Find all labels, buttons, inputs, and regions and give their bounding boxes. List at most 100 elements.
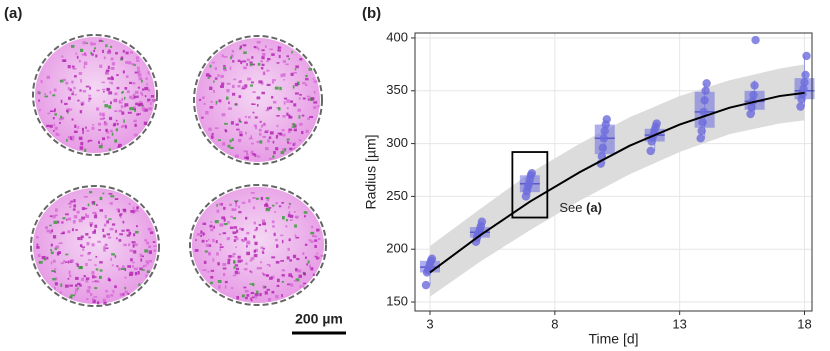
speckle <box>116 208 120 211</box>
speckle <box>137 73 142 77</box>
speckle <box>239 134 242 136</box>
speckle <box>112 289 115 294</box>
speckle <box>108 49 111 52</box>
speckle <box>302 82 306 85</box>
y-tick-label: 300 <box>386 135 408 150</box>
speckle <box>231 138 234 142</box>
speckle <box>114 198 119 200</box>
speckle <box>227 258 231 262</box>
speckle <box>234 264 239 267</box>
speckle <box>151 98 156 103</box>
speckle <box>294 142 297 146</box>
speckle <box>93 214 98 219</box>
speckle <box>207 77 210 79</box>
speckle <box>99 209 104 212</box>
speckle <box>230 54 234 58</box>
speckle <box>298 115 301 119</box>
speckle <box>118 109 123 113</box>
speckle <box>237 255 241 259</box>
speckle <box>218 233 222 236</box>
x-tick-label: 3 <box>426 316 433 331</box>
plot-area <box>419 35 815 297</box>
speckle <box>76 55 79 59</box>
speckle <box>218 139 221 142</box>
speckle <box>233 78 237 81</box>
x-axis-title: Time [d] <box>588 331 638 347</box>
speckle <box>299 58 303 61</box>
speckle <box>92 299 96 304</box>
speckle <box>106 136 111 139</box>
speckle <box>261 250 265 253</box>
speckle <box>73 86 76 90</box>
speckle <box>245 150 248 155</box>
speckle <box>66 109 69 113</box>
speckle <box>153 245 157 248</box>
speckle <box>287 213 291 218</box>
speckle <box>216 252 219 256</box>
speckle <box>314 255 318 258</box>
speckle <box>210 281 213 285</box>
speckle <box>209 106 214 109</box>
speckle <box>247 116 251 119</box>
y-tick-label: 400 <box>386 29 408 44</box>
speckle <box>116 122 119 126</box>
data-point <box>702 79 711 88</box>
speckle <box>242 60 247 63</box>
speckle <box>275 201 278 205</box>
speckle <box>245 296 248 300</box>
speckle <box>95 276 97 278</box>
speckle <box>280 260 285 262</box>
speckle <box>264 203 268 207</box>
speckle <box>91 280 95 283</box>
speckle <box>74 124 77 129</box>
speckle <box>221 82 225 86</box>
speckle <box>306 95 311 98</box>
speckle <box>223 66 227 70</box>
speckle <box>236 229 239 233</box>
speckle <box>70 137 75 141</box>
speckle <box>233 260 236 264</box>
speckle <box>231 84 235 89</box>
speckle <box>226 82 231 85</box>
speckle <box>77 282 81 286</box>
speckle <box>95 107 100 111</box>
speckle <box>123 105 126 108</box>
speckle <box>114 92 118 96</box>
speckle <box>145 274 148 278</box>
speckle <box>286 218 288 222</box>
speckle <box>148 250 153 254</box>
speckle <box>147 100 149 103</box>
speckle <box>268 209 271 212</box>
speckle <box>246 58 250 61</box>
speckle <box>246 240 251 244</box>
speckle <box>278 107 281 111</box>
speckle <box>218 203 222 206</box>
speckle <box>232 60 235 63</box>
speckle <box>317 256 321 260</box>
speckle <box>54 286 56 290</box>
speckle <box>36 243 39 246</box>
speckle <box>245 262 248 265</box>
speckle <box>286 283 291 286</box>
speckle <box>256 155 261 158</box>
speckle <box>64 102 68 105</box>
speckle <box>142 264 147 267</box>
speckle <box>221 54 224 58</box>
speckle <box>310 231 315 235</box>
speckle <box>237 259 242 263</box>
speckle <box>250 84 254 87</box>
speckle <box>210 221 213 223</box>
data-point <box>747 103 756 112</box>
speckle <box>249 259 253 262</box>
speckle <box>281 201 284 204</box>
speckle <box>219 248 222 251</box>
speckle <box>218 99 222 103</box>
speckle <box>275 147 279 151</box>
speckle <box>124 267 127 272</box>
speckle <box>141 88 145 91</box>
speckle <box>80 254 84 257</box>
speckle <box>134 90 139 94</box>
speckle <box>272 140 275 144</box>
data-point <box>598 143 607 153</box>
speckle <box>262 247 265 250</box>
